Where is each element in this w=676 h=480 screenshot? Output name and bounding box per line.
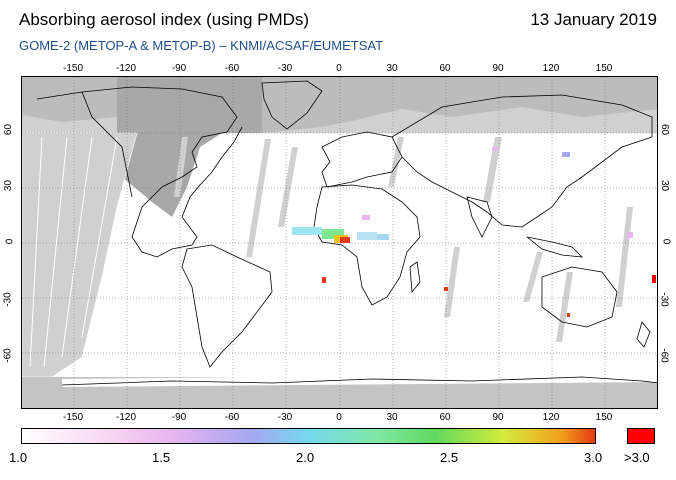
lat-tick-right: 60 bbox=[659, 123, 671, 136]
map-subtitle: GOME-2 (METOP-A & METOP-B) – KNMI/ACSAF/… bbox=[19, 38, 384, 53]
lon-tick-top: -30 bbox=[277, 63, 293, 74]
aerosol-signal bbox=[292, 147, 656, 317]
antarctic-edge bbox=[62, 373, 657, 387]
colorbar-label: 1.0 bbox=[9, 450, 28, 465]
lat-tick-right: 0 bbox=[660, 238, 672, 245]
lon-tick-top: 30 bbox=[386, 63, 398, 74]
swath-streaks bbox=[29, 136, 118, 368]
lon-tick-top: -150 bbox=[62, 63, 84, 74]
lon-tick-top: -60 bbox=[224, 63, 240, 74]
lon-tick-top: 60 bbox=[439, 63, 451, 74]
polar-night-arctic bbox=[22, 77, 657, 133]
colorbar-over-swatch bbox=[627, 428, 655, 444]
lon-tick-bottom: -90 bbox=[171, 412, 187, 423]
lon-tick-top: -90 bbox=[171, 63, 187, 74]
lat-tick-right: 30 bbox=[659, 179, 671, 192]
lat-tick-right: -60 bbox=[658, 348, 670, 363]
colorbar-label: 3.0 bbox=[584, 450, 603, 465]
lat-tick-right: -30 bbox=[658, 292, 670, 307]
lon-tick-bottom: -30 bbox=[277, 412, 293, 423]
lon-tick-bottom: 150 bbox=[595, 412, 613, 423]
polar-night-north-america bbox=[117, 77, 262, 217]
lon-tick-bottom: 60 bbox=[439, 412, 451, 423]
lon-tick-bottom: 0 bbox=[336, 412, 342, 423]
lon-tick-top: 0 bbox=[336, 63, 342, 74]
aerosol-map[interactable] bbox=[21, 76, 658, 409]
lon-tick-top: -120 bbox=[115, 63, 137, 74]
lon-tick-top: 150 bbox=[595, 63, 613, 74]
coastlines bbox=[36, 80, 657, 386]
colorbar-label: 2.0 bbox=[296, 450, 315, 465]
lon-tick-bottom: 30 bbox=[386, 412, 398, 423]
lat-tick-left: -60 bbox=[2, 348, 14, 363]
orbit-gaps bbox=[174, 137, 633, 342]
lon-tick-bottom: -60 bbox=[224, 412, 240, 423]
west-no-data-wedge bbox=[22, 133, 137, 377]
map-date: 13 January 2019 bbox=[530, 10, 657, 29]
lat-tick-left: 60 bbox=[3, 123, 15, 136]
lat-tick-left: 30 bbox=[3, 179, 15, 192]
lat-tick-left: -30 bbox=[2, 292, 14, 307]
colorbar-label: 1.5 bbox=[152, 450, 171, 465]
lon-tick-bottom: -120 bbox=[115, 412, 137, 423]
lon-tick-bottom: 120 bbox=[542, 412, 560, 423]
map-title: Absorbing aerosol index (using PMDs) bbox=[19, 10, 310, 29]
colorbar-label: 2.5 bbox=[440, 450, 459, 465]
colorbar bbox=[21, 428, 596, 444]
lat-tick-left: 0 bbox=[4, 238, 16, 245]
lon-tick-top: 90 bbox=[492, 63, 504, 74]
lon-tick-bottom: 90 bbox=[492, 412, 504, 423]
lon-tick-top: 120 bbox=[542, 63, 560, 74]
lon-tick-bottom: -150 bbox=[62, 412, 84, 423]
world-map-svg bbox=[22, 77, 657, 408]
colorbar-over-label: >3.0 bbox=[624, 450, 650, 465]
